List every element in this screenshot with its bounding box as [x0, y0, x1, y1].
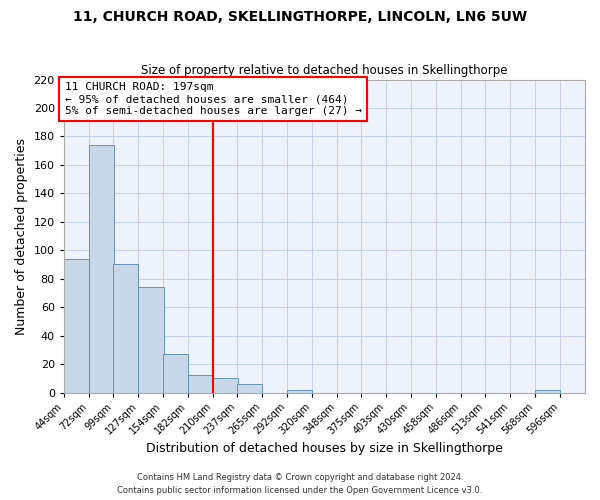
Y-axis label: Number of detached properties: Number of detached properties — [15, 138, 28, 334]
Text: 11 CHURCH ROAD: 197sqm
← 95% of detached houses are smaller (464)
5% of semi-det: 11 CHURCH ROAD: 197sqm ← 95% of detached… — [65, 82, 362, 116]
Text: Contains HM Land Registry data © Crown copyright and database right 2024.
Contai: Contains HM Land Registry data © Crown c… — [118, 474, 482, 495]
Bar — [139, 287, 164, 393]
Bar — [287, 390, 312, 392]
Bar — [163, 354, 188, 393]
Bar — [89, 145, 114, 392]
Title: Size of property relative to detached houses in Skellingthorpe: Size of property relative to detached ho… — [141, 64, 508, 77]
X-axis label: Distribution of detached houses by size in Skellingthorpe: Distribution of detached houses by size … — [146, 442, 503, 455]
Bar — [213, 378, 238, 392]
Text: 11, CHURCH ROAD, SKELLINGTHORPE, LINCOLN, LN6 5UW: 11, CHURCH ROAD, SKELLINGTHORPE, LINCOLN… — [73, 10, 527, 24]
Bar — [64, 259, 89, 392]
Bar — [237, 384, 262, 392]
Bar — [113, 264, 139, 392]
Bar — [535, 390, 560, 392]
Bar — [188, 376, 213, 392]
